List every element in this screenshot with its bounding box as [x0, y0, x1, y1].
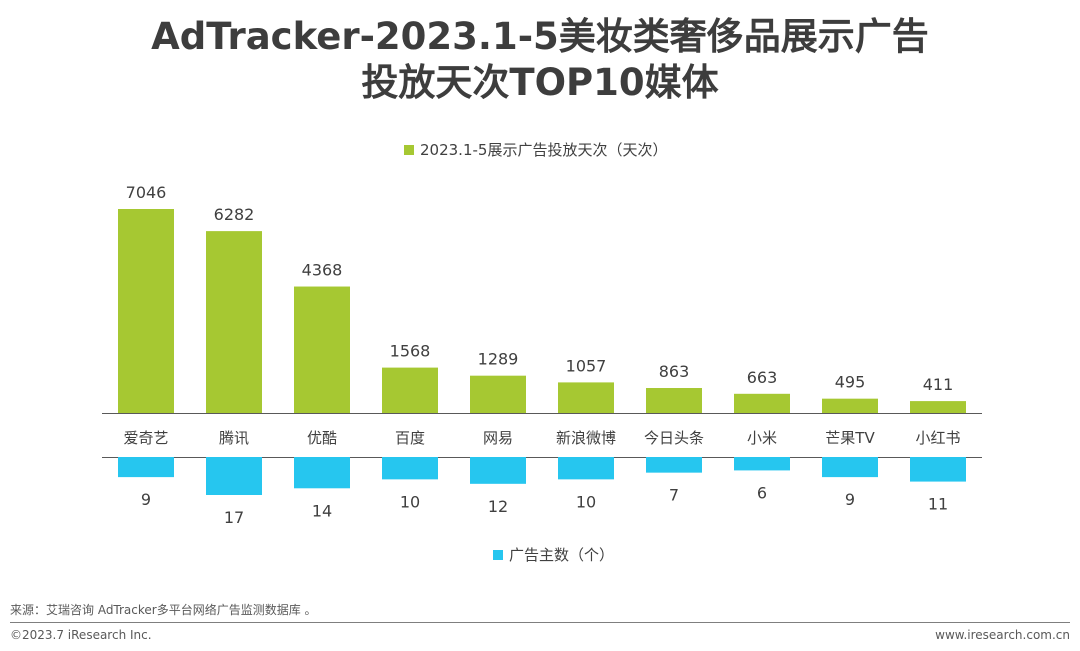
bottom-bar	[822, 457, 878, 478]
bottom-bar-value-label: 10	[400, 492, 420, 511]
top-bar-value-label: 7046	[126, 183, 167, 202]
footer-divider	[10, 622, 1070, 623]
category-label: 百度	[395, 429, 425, 447]
top-bar	[382, 367, 438, 413]
top-bar	[734, 393, 790, 413]
bottom-bar-value-label: 10	[576, 492, 596, 511]
top-bar-value-label: 411	[923, 375, 954, 394]
chart-title: AdTracker-2023.1-5美妆类奢侈品展示广告 投放天次TOP10媒体	[0, 14, 1080, 106]
bottom-bar	[206, 457, 262, 495]
category-label: 小红书	[915, 429, 960, 447]
bottom-bar-value-label: 7	[669, 486, 679, 505]
top-bar	[822, 398, 878, 413]
top-bar	[910, 401, 966, 413]
bottom-bar	[118, 457, 174, 478]
chart-title-line-2: 投放天次TOP10媒体	[361, 61, 719, 104]
website: www.iresearch.com.cn	[935, 628, 1070, 642]
category-label: 优酷	[307, 429, 337, 447]
legend-swatch-bottom	[493, 550, 503, 560]
bottom-bar	[558, 457, 614, 480]
legend-label-top: 2023.1-5展示广告投放天次（天次）	[420, 141, 667, 159]
top-bar-value-label: 495	[835, 373, 866, 392]
top-bar-value-label: 6282	[214, 205, 255, 224]
top-bar	[118, 209, 174, 413]
bottom-bar-value-label: 11	[928, 495, 948, 514]
top-bar-value-label: 863	[659, 362, 690, 381]
bottom-bar-value-label: 9	[845, 490, 855, 509]
bottom-bar-value-label: 12	[488, 497, 508, 516]
bottom-bar-value-label: 6	[757, 483, 767, 502]
category-label: 爱奇艺	[123, 429, 168, 447]
bottom-bar	[646, 457, 702, 473]
bottom-bar	[294, 457, 350, 489]
category-label: 网易	[483, 429, 513, 447]
legend-label-bottom: 广告主数（个）	[509, 546, 614, 564]
top-bar-value-label: 4368	[302, 261, 343, 280]
top-bar	[206, 231, 262, 413]
top-bar	[294, 286, 350, 413]
bottom-bar-value-label: 9	[141, 490, 151, 509]
source-note: 来源：艾瑞咨询 AdTracker多平台网络广告监测数据库 。	[10, 603, 317, 617]
bottom-bar-value-label: 17	[224, 508, 244, 527]
category-label: 今日头条	[644, 429, 704, 447]
bar-chart: 2023.1-5展示广告投放天次（天次） 广告主数（个） 7046 爱奇艺 9 6282 腾…	[102, 141, 982, 564]
top-bar-value-label: 663	[747, 368, 778, 387]
top-bar	[470, 375, 526, 413]
top-bar-value-label: 1568	[390, 342, 431, 361]
bottom-bar	[910, 457, 966, 482]
bottom-bar	[382, 457, 438, 480]
bottom-bar-value-label: 14	[312, 501, 332, 520]
top-bar-value-label: 1057	[566, 356, 607, 375]
chart-title-line-1: AdTracker-2023.1-5美妆类奢侈品展示广告	[151, 15, 929, 58]
top-bar-value-label: 1289	[478, 350, 519, 369]
category-label: 新浪微博	[556, 429, 616, 447]
category-label: 小米	[747, 429, 777, 447]
bottom-bar	[470, 457, 526, 484]
bottom-bar	[734, 457, 790, 471]
category-label: 腾讯	[219, 429, 249, 447]
top-bar	[558, 382, 614, 413]
legend-swatch-top	[404, 145, 414, 155]
category-label: 芒果TV	[825, 429, 875, 447]
top-bar	[646, 388, 702, 413]
copyright: ©2023.7 iResearch Inc.	[10, 628, 152, 642]
